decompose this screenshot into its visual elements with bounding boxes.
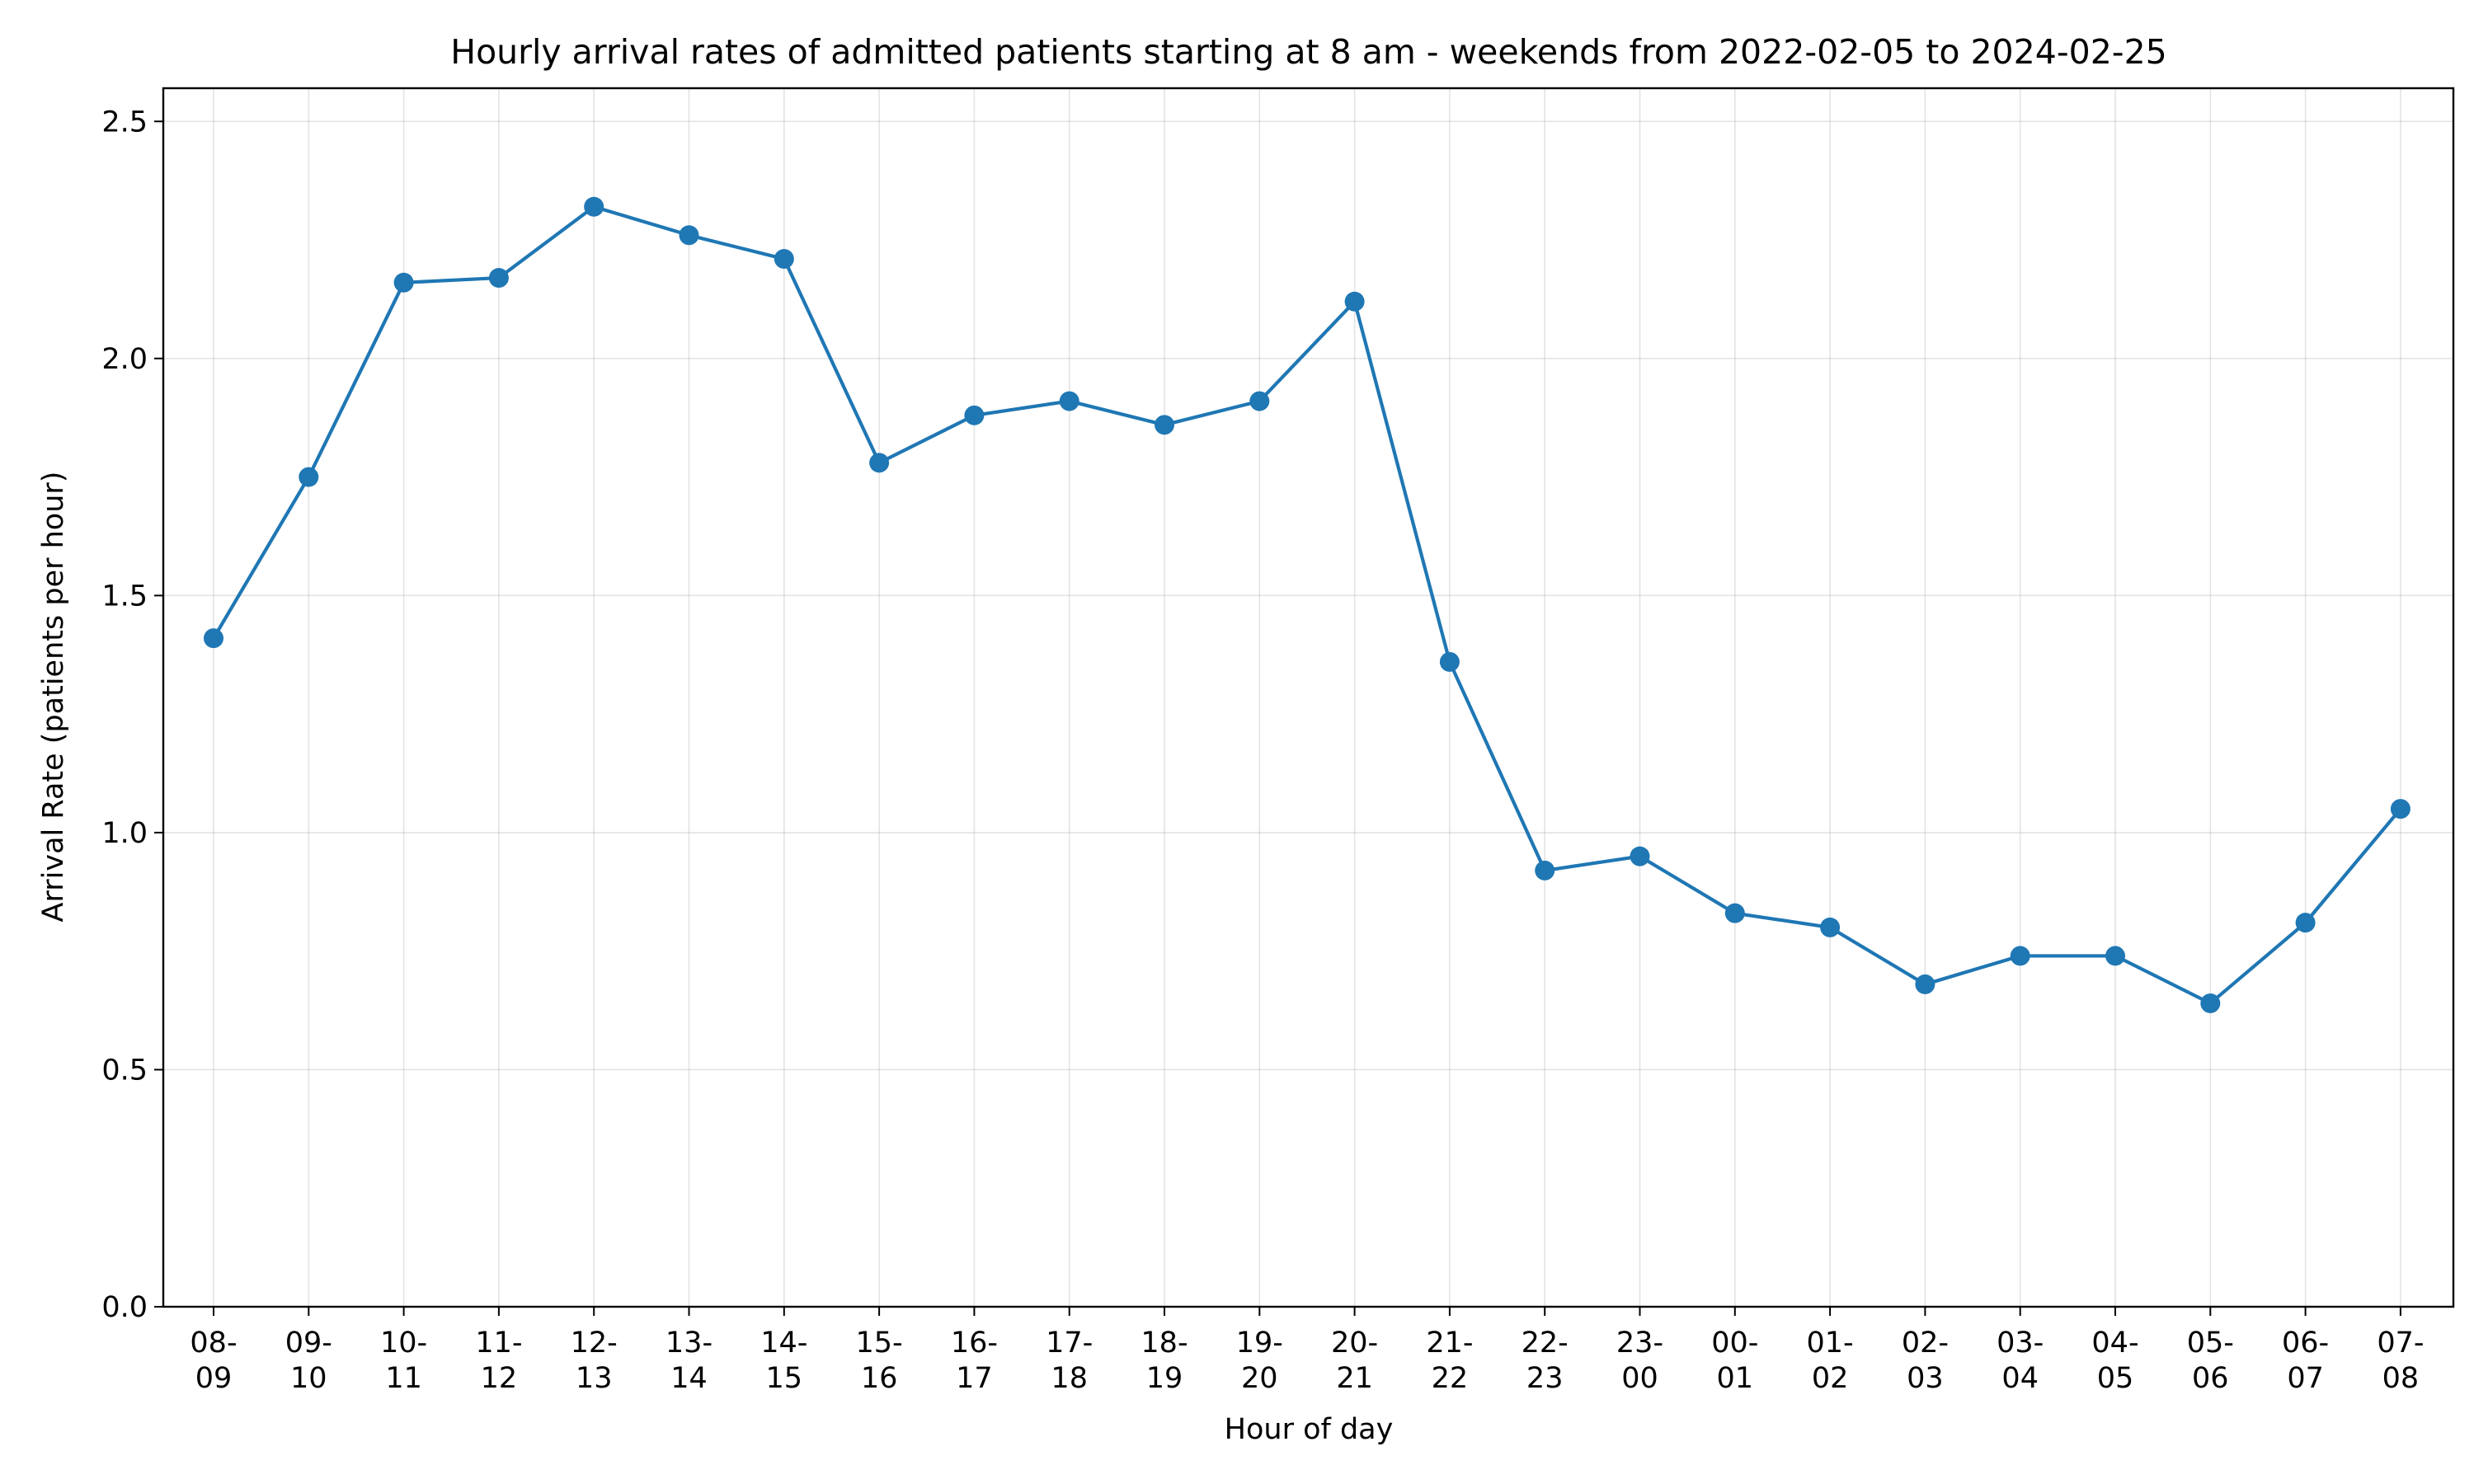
x-tick-label-end: 22 xyxy=(1432,1362,1469,1395)
data-point xyxy=(2105,946,2125,966)
chart-title: Hourly arrival rates of admitted patient… xyxy=(450,32,2167,72)
plot-frame xyxy=(162,87,2455,1308)
x-tick-label-end: 18 xyxy=(1051,1362,1088,1395)
x-tick-label-end: 21 xyxy=(1336,1362,1373,1395)
x-tick-label-end: 11 xyxy=(385,1362,422,1395)
x-tick-label-start: 11- xyxy=(475,1327,522,1360)
data-point xyxy=(1724,903,1745,923)
x-tick-label-start: 16- xyxy=(951,1327,998,1360)
data-point xyxy=(1439,651,1460,672)
x-tick-label-end: 13 xyxy=(576,1362,613,1395)
x-tick-label-start: 14- xyxy=(760,1327,807,1360)
y-tick-label: 2.5 xyxy=(101,106,148,139)
x-tick-label-end: 12 xyxy=(481,1362,518,1395)
data-point xyxy=(488,268,509,289)
x-tick-label-start: 19- xyxy=(1236,1327,1283,1360)
y-tick-label: 2.0 xyxy=(101,343,148,376)
x-tick-label-end: 16 xyxy=(861,1362,898,1395)
x-tick-label-start: 18- xyxy=(1141,1327,1188,1360)
y-tick-label: 1.0 xyxy=(101,817,148,850)
series-line xyxy=(212,204,2402,1006)
data-point xyxy=(2010,946,2030,966)
data-point xyxy=(1915,974,1935,994)
data-point xyxy=(1059,391,1079,411)
data-point xyxy=(1344,291,1365,312)
x-tick-label-start: 08- xyxy=(190,1327,237,1360)
x-tick-label-start: 10- xyxy=(380,1327,427,1360)
data-point xyxy=(2390,799,2411,819)
x-tick-label-start: 09- xyxy=(285,1327,332,1360)
x-tick-label-end: 05 xyxy=(2097,1362,2134,1395)
x-tick-label-start: 05- xyxy=(2187,1327,2234,1360)
data-point xyxy=(1249,391,1270,411)
x-tick-label-end: 20 xyxy=(1241,1362,1278,1395)
data-point xyxy=(299,467,319,487)
x-tick-label-start: 12- xyxy=(571,1327,618,1360)
data-point xyxy=(1155,415,1174,435)
x-tick-label-end: 07 xyxy=(2287,1362,2324,1395)
x-tick-label-end: 04 xyxy=(2001,1362,2039,1395)
data-point xyxy=(774,249,794,270)
axes xyxy=(162,87,2455,1308)
x-tick-label-end: 17 xyxy=(956,1362,993,1395)
y-axis-label: Arrival Rate (patients per hour) xyxy=(37,472,70,923)
x-tick-label-end: 02 xyxy=(1812,1362,1849,1395)
x-tick-label-start: 06- xyxy=(2282,1327,2329,1360)
ticks: 0.0 0.5 1.0 1.5 2.0 2.5 08-09 09-10 10-11 11-12 12… xyxy=(101,106,2424,1395)
x-tick-label-end: 10 xyxy=(290,1362,327,1395)
x-tick-label-start: 17- xyxy=(1046,1327,1093,1360)
x-tick-label-start: 07- xyxy=(2377,1327,2424,1360)
data-point xyxy=(584,196,604,217)
x-tick-label-start: 20- xyxy=(1331,1327,1378,1360)
data-point xyxy=(1630,846,1650,866)
x-tick-label-start: 01- xyxy=(1807,1327,1854,1360)
data-point xyxy=(1820,917,1841,937)
x-tick-label-end: 23 xyxy=(1526,1362,1564,1395)
y-tick-label: 0.0 xyxy=(101,1291,148,1324)
x-tick-label-end: 09 xyxy=(195,1362,233,1395)
x-tick-label-end: 03 xyxy=(1907,1362,1944,1395)
x-tick-label-start: 02- xyxy=(1902,1327,1949,1360)
x-tick-label-start: 00- xyxy=(1711,1327,1758,1360)
x-tick-label-end: 19 xyxy=(1146,1362,1183,1395)
x-tick-label-end: 00 xyxy=(1621,1362,1658,1395)
data-point xyxy=(1535,860,1555,881)
x-tick-label-start: 21- xyxy=(1426,1327,1473,1360)
y-tick-label: 1.5 xyxy=(101,580,148,613)
data-point xyxy=(964,405,985,425)
x-tick-label-start: 13- xyxy=(666,1327,713,1360)
x-tick-label-start: 04- xyxy=(2091,1327,2138,1360)
x-tick-label-end: 01 xyxy=(1717,1362,1754,1395)
x-tick-label-end: 14 xyxy=(670,1362,708,1395)
x-axis-label: Hour of day xyxy=(1225,1413,1394,1446)
data-point xyxy=(869,453,890,473)
x-tick-label-start: 22- xyxy=(1522,1327,1569,1360)
x-tick-label-start: 23- xyxy=(1616,1327,1663,1360)
data-point xyxy=(393,272,414,293)
data-point xyxy=(2200,993,2221,1013)
data-point xyxy=(2295,913,2316,933)
x-tick-label-start: 15- xyxy=(856,1327,903,1360)
series xyxy=(204,196,2411,1013)
data-point xyxy=(204,628,223,649)
x-tick-label-end: 06 xyxy=(2192,1362,2229,1395)
x-tick-label-start: 03- xyxy=(1997,1327,2044,1360)
y-tick-label: 0.5 xyxy=(101,1054,148,1087)
data-point xyxy=(679,225,699,246)
x-tick-label-end: 08 xyxy=(2382,1362,2420,1395)
x-tick-label-end: 15 xyxy=(766,1362,803,1395)
